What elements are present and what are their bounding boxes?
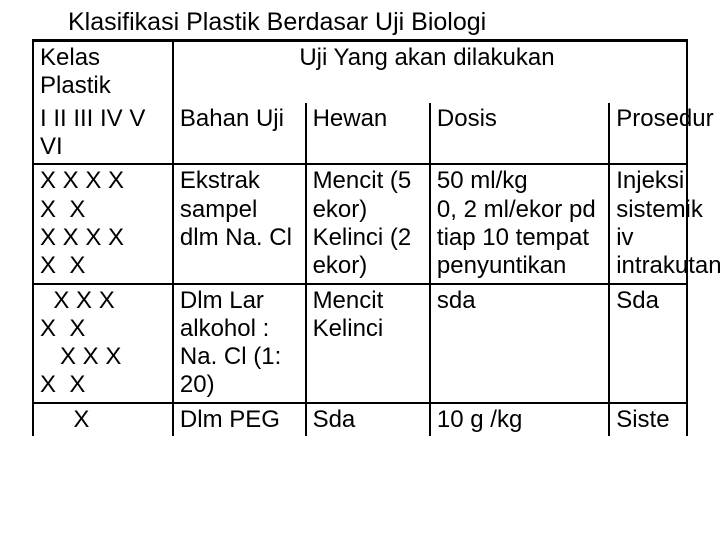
- page-title: Klasifikasi Plastik Berdasar Uji Biologi: [0, 8, 720, 39]
- table-cell: X X X X X X X X X X: [33, 284, 173, 403]
- table-cell: Dlm PEG: [173, 403, 306, 436]
- header-dosis: Dosis: [430, 103, 609, 165]
- table-cell: sda: [430, 284, 609, 403]
- table-cell: 50 ml/kg 0, 2 ml/ekor pd tiap 10 tempat …: [430, 164, 609, 283]
- table-cell: X X X X X X X X X X X X: [33, 164, 173, 283]
- table-cell: Mencit Kelinci: [306, 284, 430, 403]
- table-cell: Sda: [609, 284, 687, 403]
- header-classes: I II III IV V VI: [33, 103, 173, 165]
- table-cell: Injeksi sistemik iv intrakutan: [609, 164, 687, 283]
- header-bahan: Bahan Uji: [173, 103, 306, 165]
- classification-table: Kelas Plastik Uji Yang akan dilakukan I …: [32, 39, 688, 436]
- table-cell: Sda: [306, 403, 430, 436]
- table-cell: 10 g /kg: [430, 403, 609, 436]
- table-cell: Ekstrak sampel dlm Na. Cl: [173, 164, 306, 283]
- header-hewan: Hewan: [306, 103, 430, 165]
- header-kelas: Kelas Plastik: [33, 41, 173, 103]
- table-cell: Dlm Lar alkohol : Na. Cl (1: 20): [173, 284, 306, 403]
- table-cell: Siste: [609, 403, 687, 436]
- header-uji: Uji Yang akan dilakukan: [173, 41, 687, 103]
- header-prosedur: Prosedur: [609, 103, 687, 165]
- table-cell: X: [33, 403, 173, 436]
- table-cell: Mencit (5 ekor) Kelinci (2 ekor): [306, 164, 430, 283]
